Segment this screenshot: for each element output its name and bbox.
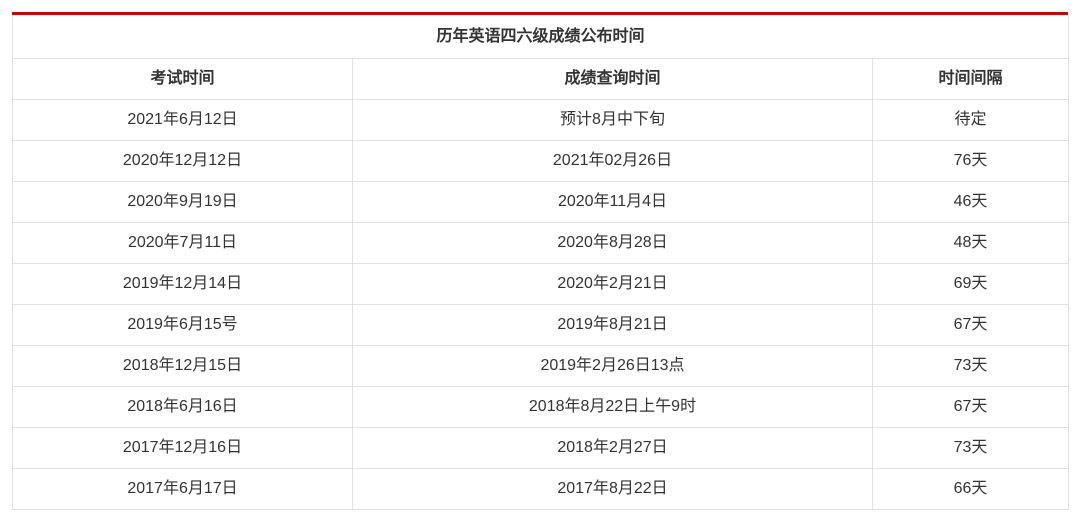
cell-query-date: 2020年2月21日 [353,264,873,305]
cell-query-date: 2020年8月28日 [353,223,873,264]
table-row: 2018年12月15日 2019年2月26日13点 73天 [13,346,1069,387]
table-row: 2021年6月12日 预计8月中下旬 待定 [13,100,1069,141]
cell-exam-date: 2017年12月16日 [13,428,353,469]
table-row: 2018年6月16日 2018年8月22日上午9时 67天 [13,387,1069,428]
cet-history-table-container: 历年英语四六级成绩公布时间 考试时间 成绩查询时间 时间间隔 2021年6月12… [12,12,1068,510]
cell-query-date: 预计8月中下旬 [353,100,873,141]
table-title: 历年英语四六级成绩公布时间 [13,16,1069,59]
table-row: 2017年6月17日 2017年8月22日 66天 [13,469,1069,510]
cell-exam-date: 2017年6月17日 [13,469,353,510]
cell-query-date: 2021年02月26日 [353,141,873,182]
cell-gap: 73天 [873,428,1069,469]
table-row: 2020年7月11日 2020年8月28日 48天 [13,223,1069,264]
table-row: 2019年12月14日 2020年2月21日 69天 [13,264,1069,305]
table-row: 2019年6月15号 2019年8月21日 67天 [13,305,1069,346]
cell-query-date: 2019年2月26日13点 [353,346,873,387]
cell-exam-date: 2019年12月14日 [13,264,353,305]
cell-gap: 73天 [873,346,1069,387]
cell-query-date: 2017年8月22日 [353,469,873,510]
cell-exam-date: 2020年7月11日 [13,223,353,264]
cell-gap: 69天 [873,264,1069,305]
col-header-query-date: 成绩查询时间 [353,59,873,100]
cet-history-table: 历年英语四六级成绩公布时间 考试时间 成绩查询时间 时间间隔 2021年6月12… [12,15,1069,510]
cell-gap: 67天 [873,387,1069,428]
cell-exam-date: 2018年6月16日 [13,387,353,428]
cell-gap: 46天 [873,182,1069,223]
table-title-row: 历年英语四六级成绩公布时间 [13,16,1069,59]
cell-gap: 67天 [873,305,1069,346]
table-body: 2021年6月12日 预计8月中下旬 待定 2020年12月12日 2021年0… [13,100,1069,510]
cell-exam-date: 2019年6月15号 [13,305,353,346]
table-row: 2020年9月19日 2020年11月4日 46天 [13,182,1069,223]
col-header-gap: 时间间隔 [873,59,1069,100]
cell-exam-date: 2018年12月15日 [13,346,353,387]
cell-gap: 待定 [873,100,1069,141]
cell-query-date: 2018年2月27日 [353,428,873,469]
cell-gap: 76天 [873,141,1069,182]
cell-exam-date: 2021年6月12日 [13,100,353,141]
table-row: 2020年12月12日 2021年02月26日 76天 [13,141,1069,182]
table-header-row: 考试时间 成绩查询时间 时间间隔 [13,59,1069,100]
table-row: 2017年12月16日 2018年2月27日 73天 [13,428,1069,469]
cell-query-date: 2019年8月21日 [353,305,873,346]
cell-query-date: 2020年11月4日 [353,182,873,223]
cell-gap: 66天 [873,469,1069,510]
cell-query-date: 2018年8月22日上午9时 [353,387,873,428]
cell-exam-date: 2020年12月12日 [13,141,353,182]
cell-gap: 48天 [873,223,1069,264]
cell-exam-date: 2020年9月19日 [13,182,353,223]
col-header-exam-date: 考试时间 [13,59,353,100]
